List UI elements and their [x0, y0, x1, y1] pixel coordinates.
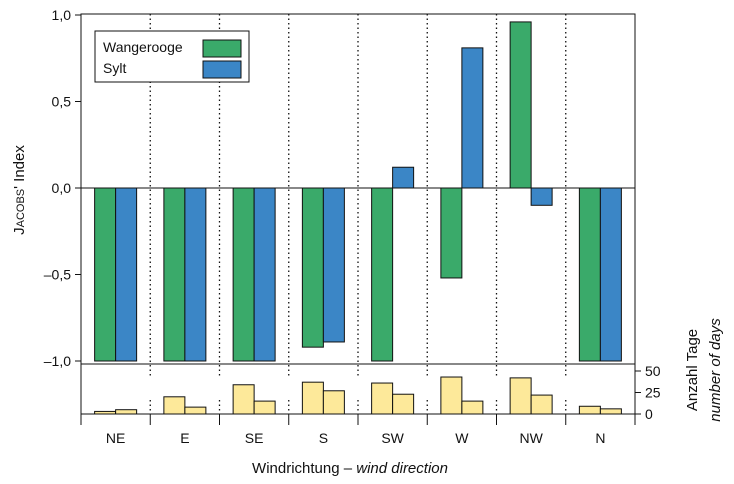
- days-bar-wangerooge-nw: [509, 377, 532, 415]
- days-tick-label: 50: [645, 363, 661, 379]
- days-bar-sylt-ne: [115, 409, 138, 415]
- x-tick-label: NW: [519, 430, 543, 446]
- days-axis-label: Anzahl Tage: [684, 329, 701, 411]
- axes-ticks: 1,0 0,5 0,0 –0,5 –1,0 50 25 0 NE E SE S SW W NW N: [44, 7, 661, 446]
- legend-label-wangerooge: Wangerooge: [103, 39, 183, 55]
- days-bar-sylt-sw: [392, 393, 415, 415]
- bar-wangerooge-se: [232, 187, 255, 362]
- x-tick-label: SW: [381, 430, 404, 446]
- y-tick-label: 0,5: [52, 94, 72, 110]
- legend-swatch-wangerooge: [202, 39, 242, 58]
- days-bar-sylt-nw: [530, 394, 553, 415]
- x-axis-label: Windrichtung – wind direction: [252, 460, 448, 477]
- days-bar-wangerooge-se: [232, 384, 255, 415]
- legend-label-sylt: Sylt: [103, 60, 126, 76]
- index-bars: [94, 21, 622, 362]
- days-axis-label-italic: number of days: [707, 318, 724, 422]
- days-tick-label: 0: [645, 406, 653, 422]
- bar-wangerooge-w: [440, 187, 463, 279]
- days-bar-sylt-n: [599, 408, 622, 415]
- days-bar-sylt-w: [461, 400, 484, 415]
- x-tick-label: S: [319, 430, 328, 446]
- days-bar-wangerooge-w: [440, 376, 463, 415]
- y-axis-label: JACOBS' Index: [11, 145, 28, 235]
- days-bar-wangerooge-e: [163, 396, 186, 415]
- x-tick-label: N: [595, 430, 605, 446]
- days-bars: [94, 376, 622, 415]
- days-bar-sylt-se: [253, 400, 276, 415]
- x-tick-label: W: [455, 430, 469, 446]
- bar-sylt-sw: [392, 166, 415, 189]
- bar-sylt-e: [184, 187, 207, 362]
- bar-sylt-s: [322, 187, 345, 343]
- days-tick-label: 25: [645, 385, 661, 401]
- y-tick-label: 0,0: [52, 180, 72, 196]
- x-tick-label: NE: [106, 430, 125, 446]
- bar-sylt-w: [461, 47, 484, 189]
- bar-wangerooge-ne: [94, 187, 117, 362]
- days-bar-wangerooge-ne: [94, 410, 117, 415]
- days-bar-wangerooge-s: [301, 381, 324, 415]
- bar-wangerooge-nw: [509, 21, 532, 189]
- y-tick-label: –0,5: [44, 267, 71, 283]
- legend: Wangerooge Sylt: [94, 30, 250, 83]
- y-tick-label: –1,0: [44, 353, 71, 369]
- bar-wangerooge-sw: [371, 187, 394, 362]
- bar-wangerooge-s: [301, 187, 324, 348]
- bar-wangerooge-n: [578, 187, 601, 362]
- x-tick-label: E: [180, 430, 189, 446]
- days-bar-sylt-e: [184, 406, 207, 415]
- legend-swatch-sylt: [202, 60, 242, 79]
- days-bar-wangerooge-sw: [371, 382, 394, 415]
- y-tick-label: 1,0: [52, 7, 72, 23]
- days-bar-wangerooge-n: [578, 405, 601, 415]
- bar-sylt-ne: [115, 187, 138, 362]
- bar-wangerooge-e: [163, 187, 186, 362]
- x-tick-label: SE: [245, 430, 264, 446]
- bar-sylt-se: [253, 187, 276, 362]
- days-bar-sylt-s: [322, 390, 345, 415]
- bar-sylt-nw: [530, 187, 553, 206]
- bar-sylt-n: [599, 187, 622, 362]
